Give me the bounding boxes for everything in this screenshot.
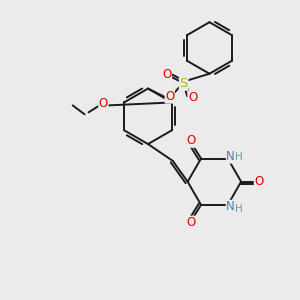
Text: O: O bbox=[165, 90, 174, 103]
Text: H: H bbox=[235, 204, 242, 214]
Text: N: N bbox=[226, 200, 235, 213]
Text: O: O bbox=[188, 91, 197, 104]
Text: H: H bbox=[235, 152, 242, 162]
Text: O: O bbox=[254, 175, 264, 188]
Text: N: N bbox=[226, 150, 235, 163]
Text: O: O bbox=[162, 68, 172, 81]
Text: O: O bbox=[187, 134, 196, 147]
Text: O: O bbox=[99, 97, 108, 110]
Text: S: S bbox=[179, 77, 188, 90]
Text: O: O bbox=[187, 216, 196, 229]
